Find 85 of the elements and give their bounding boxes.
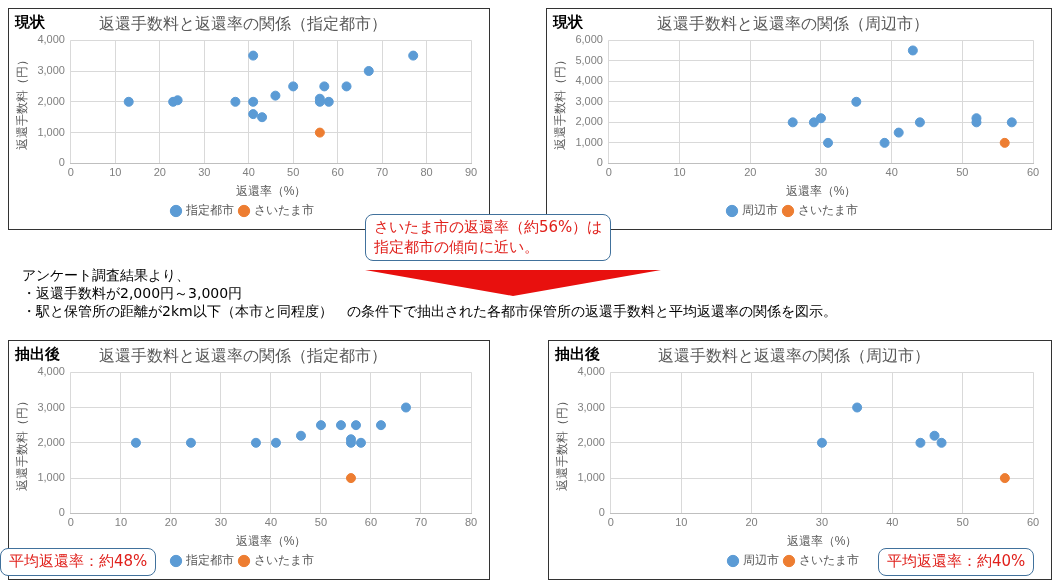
legend-label: 指定都市	[185, 553, 234, 568]
y-tick-label: 2,000	[577, 435, 605, 448]
y-tick-label: 1,000	[575, 135, 603, 148]
x-tick-label: 50	[956, 516, 969, 529]
y-tick-label: 3,000	[37, 64, 65, 77]
text: ・駅と保管所の距離が2km以下（本市と同程度） の条件下で抽出された各都市保管所の返還手数料と平均返還率の関係を図示。	[22, 302, 837, 321]
y-axis-title: 返還手数料（円）	[552, 53, 567, 150]
x-tick-label: 20	[153, 166, 166, 179]
chart-title: 返還手数料と返還率の関係（周辺市）	[658, 345, 930, 365]
chart-subtitle: 現状	[15, 13, 45, 32]
x-tick-label: 60	[1026, 166, 1040, 179]
chart-subtitle: 抽出後	[15, 345, 60, 364]
y-tick-label: 4,000	[37, 33, 65, 46]
x-tick-label: 30	[198, 166, 211, 179]
y-tick-label: 1,000	[577, 471, 605, 484]
x-tick-label: 60	[331, 166, 344, 179]
x-tick-label: 40	[242, 166, 255, 179]
y-tick-label: 3,000	[577, 400, 605, 413]
chart-title: 返還手数料と返還率の関係（指定都市）	[99, 345, 387, 365]
legend-label: さいたま市	[798, 203, 858, 218]
y-axis-title: 返還手数料（円）	[14, 394, 29, 491]
x-tick-label: 50	[314, 516, 328, 529]
legend-label: さいたま市	[799, 553, 859, 568]
y-tick-label: 4,000	[577, 365, 605, 378]
x-tick-label: 70	[375, 166, 389, 179]
x-tick-label: 40	[885, 166, 898, 179]
legend-label: さいたま市	[254, 203, 314, 218]
y-tick-label: 2,000	[37, 94, 65, 107]
y-tick-label: 4,000	[575, 74, 603, 87]
x-tick-label: 30	[214, 516, 228, 529]
x-tick-label: 50	[956, 166, 969, 179]
y-tick-label: 4,000	[37, 365, 65, 378]
x-axis-title: 返還率（%）	[785, 184, 857, 199]
x-tick-label: 30	[814, 166, 828, 179]
x-axis-title: 返還率（%）	[235, 184, 307, 199]
x-tick-label: 80	[420, 166, 433, 179]
x-tick-label: 10	[675, 516, 688, 529]
x-tick-label: 90	[464, 166, 478, 179]
y-tick-label: 5,000	[575, 53, 603, 66]
x-tick-label: 60	[364, 516, 378, 529]
text: 指定都市の傾向に近い。	[374, 237, 540, 257]
y-tick-label: 2,000	[575, 115, 603, 128]
x-tick-label: 40	[886, 516, 899, 529]
x-tick-label: 60	[1026, 516, 1040, 529]
x-tick-label: 40	[264, 516, 278, 529]
x-axis-title: 返還率（%）	[235, 534, 307, 549]
chart-subtitle: 抽出後	[555, 345, 600, 364]
y-tick-label: 0	[596, 156, 603, 169]
text: さいたま市の返還率（約56%）は	[374, 218, 603, 238]
legend-label: さいたま市	[254, 553, 314, 568]
y-axis-title: 返還手数料（円）	[554, 394, 569, 491]
y-tick-label: 6,000	[575, 33, 603, 46]
x-tick-label: 10	[673, 166, 686, 179]
x-tick-label: 20	[164, 516, 178, 529]
legend-label: 周辺市	[742, 203, 778, 218]
y-tick-label: 1,000	[37, 125, 65, 138]
x-tick-label: 20	[744, 166, 757, 179]
x-tick-label: 30	[815, 516, 829, 529]
x-tick-label: 80	[464, 516, 478, 529]
y-tick-label: 0	[58, 506, 65, 519]
legend-label: 指定都市	[185, 203, 234, 218]
text: ・返還手数料が2,000円～3,000円	[22, 284, 244, 303]
x-tick-label: 10	[114, 516, 128, 529]
y-tick-label: 3,000	[575, 94, 603, 107]
y-tick-label: 3,000	[37, 400, 65, 413]
x-tick-label: 0	[67, 166, 74, 179]
chart-title: 返還手数料と返還率の関係（指定都市）	[99, 13, 387, 33]
y-tick-label: 0	[598, 506, 605, 519]
x-tick-label: 20	[745, 516, 758, 529]
x-tick-label: 50	[287, 166, 300, 179]
x-tick-label: 10	[109, 166, 122, 179]
y-tick-label: 0	[58, 156, 65, 169]
x-tick-label: 0	[67, 516, 74, 529]
text: 平均返還率：約40%	[887, 552, 1026, 572]
x-tick-label: 70	[414, 516, 428, 529]
legend-label: 周辺市	[743, 553, 779, 568]
text: アンケート調査結果より、	[22, 266, 191, 285]
x-axis-title: 返還率（%）	[786, 534, 858, 549]
y-tick-label: 2,000	[37, 435, 65, 448]
y-axis-title: 返還手数料（円）	[14, 53, 29, 150]
chart-title: 返還手数料と返還率の関係（周辺市）	[657, 13, 929, 33]
chart-subtitle: 現状	[553, 13, 583, 32]
x-tick-label: 0	[607, 516, 614, 529]
text: 平均返還率：約48%	[9, 552, 148, 572]
y-tick-label: 1,000	[37, 471, 65, 484]
